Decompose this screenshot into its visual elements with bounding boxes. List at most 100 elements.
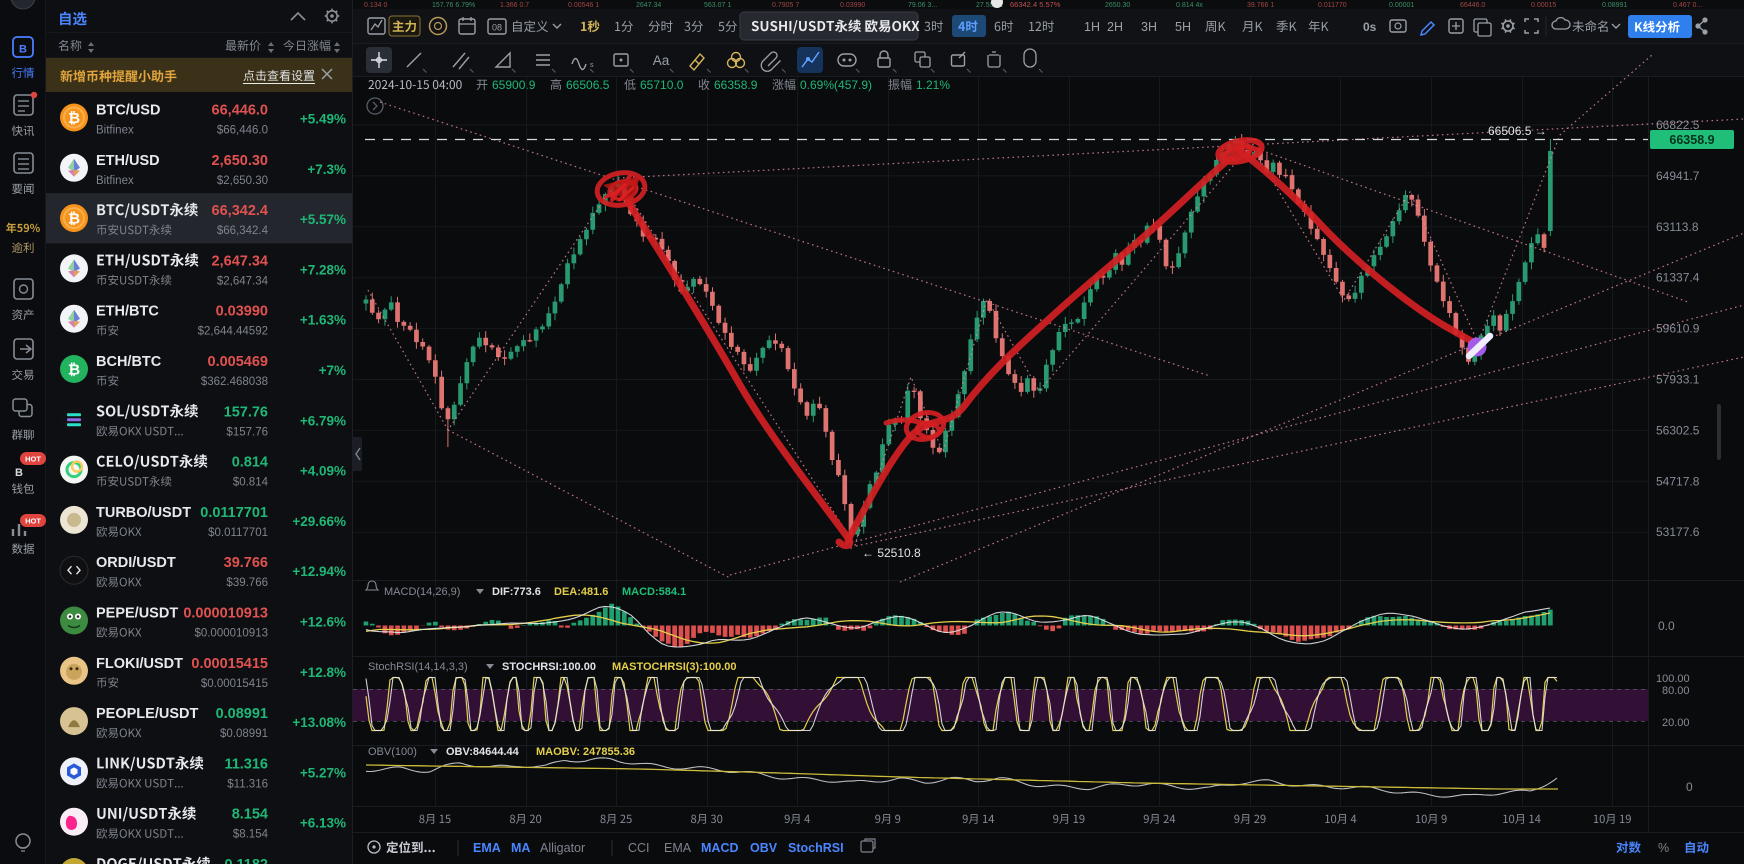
svg-text:79.06 3...: 79.06 3...: [908, 2, 937, 9]
svg-text:$8.154: $8.154: [233, 829, 269, 841]
svg-text:$2,650.30: $2,650.30: [217, 175, 268, 187]
svg-text:$2,647.34: $2,647.34: [217, 275, 269, 287]
svg-text:+12.8%: +12.8%: [300, 665, 346, 680]
svg-text:8.154: 8.154: [232, 807, 268, 823]
svg-text:StochRSI: StochRSI: [788, 841, 844, 855]
svg-text:+7.28%: +7.28%: [300, 262, 346, 277]
svg-text:PEOPLE/USDT: PEOPLE/USDT: [96, 706, 198, 722]
svg-text:ETH/USD: ETH/USD: [96, 153, 160, 169]
svg-text:CCI: CCI: [628, 841, 650, 855]
svg-text:STOCHRSI:100.00: STOCHRSI:100.00: [502, 661, 596, 673]
svg-text:OBV(100): OBV(100): [368, 746, 417, 758]
svg-text:₿: ₿: [68, 211, 80, 228]
svg-text:57933.1: 57933.1: [1656, 373, 1700, 387]
svg-text:0.814: 0.814: [232, 455, 268, 471]
svg-text:+7%: +7%: [319, 363, 346, 378]
svg-text:← 52510.8: ← 52510.8: [862, 546, 921, 560]
svg-text:54717.8: 54717.8: [1656, 474, 1700, 488]
svg-text:80.00: 80.00: [1662, 685, 1690, 697]
svg-text:0.467 0...: 0.467 0...: [1673, 2, 1702, 9]
svg-text:0.011770: 0.011770: [1318, 2, 1347, 9]
svg-text:100.00: 100.00: [1656, 673, 1690, 685]
svg-text:+5.49%: +5.49%: [300, 112, 346, 127]
svg-text:OBV:84644.44: OBV:84644.44: [446, 746, 520, 758]
svg-text:BCH/BTC: BCH/BTC: [96, 354, 162, 370]
svg-text:2,650.30: 2,650.30: [212, 153, 268, 169]
svg-text:₿: ₿: [68, 362, 80, 379]
svg-text:20.00: 20.00: [1662, 717, 1690, 729]
svg-text:563.07 1: 563.07 1: [704, 2, 731, 9]
svg-text:+7.3%: +7.3%: [307, 162, 346, 177]
svg-text:0.7905 7: 0.7905 7: [772, 2, 799, 9]
svg-text:OBV: OBV: [750, 841, 778, 855]
svg-text:0.03990: 0.03990: [840, 2, 865, 9]
svg-text:56302.5: 56302.5: [1656, 423, 1700, 437]
svg-text:0.0: 0.0: [1658, 619, 1675, 633]
svg-text:5H: 5H: [1175, 20, 1191, 34]
svg-text:$11.316: $11.316: [227, 778, 268, 790]
svg-text:157.76 6.79%: 157.76 6.79%: [432, 2, 475, 9]
svg-text:HOT: HOT: [25, 455, 41, 464]
svg-text:DIF:773.6: DIF:773.6: [492, 586, 541, 598]
svg-text:3H: 3H: [1141, 20, 1157, 34]
svg-text:66506.5 →: 66506.5 →: [1488, 124, 1547, 138]
svg-text:StochRSI(14,14,3,3): StochRSI(14,14,3,3): [368, 661, 468, 673]
svg-text:Aa: Aa: [653, 53, 670, 68]
svg-text:%: %: [1658, 841, 1669, 855]
svg-text:0.005469: 0.005469: [208, 354, 268, 370]
svg-text:0.00001: 0.00001: [1389, 2, 1414, 9]
svg-text:₿: ₿: [68, 110, 80, 127]
svg-text:2,647.34: 2,647.34: [212, 253, 268, 269]
svg-text:$0.0117701: $0.0117701: [208, 527, 268, 539]
svg-text:0.03990: 0.03990: [216, 304, 268, 320]
svg-text:ETH/BTC: ETH/BTC: [96, 304, 159, 320]
svg-text:39.766 1: 39.766 1: [1247, 2, 1274, 9]
svg-text:1.366 0.7: 1.366 0.7: [500, 2, 529, 9]
svg-text:PEPE/USDT: PEPE/USDT: [96, 606, 178, 622]
svg-text:0.00546 1: 0.00546 1: [568, 2, 599, 9]
svg-text:$0.00015415: $0.00015415: [201, 678, 268, 690]
svg-text:27.552 1: 27.552 1: [976, 2, 1003, 9]
svg-text:59610.9: 59610.9: [1656, 322, 1700, 336]
svg-text:Bitfinex: Bitfinex: [96, 175, 134, 187]
svg-text:0.00015415: 0.00015415: [191, 656, 268, 672]
svg-text:66342.4 5.57%: 66342.4 5.57%: [1010, 0, 1061, 9]
svg-text:2H: 2H: [1107, 20, 1123, 34]
svg-text:$0.814: $0.814: [233, 477, 269, 489]
svg-text:08: 08: [492, 23, 502, 33]
svg-text:65710.0: 65710.0: [640, 78, 684, 92]
svg-text:HOT: HOT: [25, 517, 41, 526]
svg-text:+5.27%: +5.27%: [300, 765, 346, 780]
svg-text:+4.09%: +4.09%: [300, 464, 346, 479]
svg-text:BTC/USD: BTC/USD: [96, 103, 160, 119]
svg-text:11.316: 11.316: [224, 756, 268, 772]
svg-text:66358.9: 66358.9: [714, 78, 758, 92]
svg-text:53177.6: 53177.6: [1656, 525, 1700, 539]
svg-text:TURBO/USDT: TURBO/USDT: [96, 505, 191, 521]
svg-text:1.21%: 1.21%: [916, 78, 950, 92]
svg-text:MASTOCHRSI(3):100.00: MASTOCHRSI(3):100.00: [612, 661, 737, 673]
svg-text:B: B: [15, 467, 23, 479]
svg-text:0.814 4x: 0.814 4x: [1176, 2, 1203, 9]
svg-text:MACD: MACD: [701, 841, 739, 855]
svg-text:66,446.0: 66,446.0: [212, 103, 268, 119]
svg-text:MA: MA: [511, 841, 530, 855]
svg-text:0.1182: 0.1182: [224, 857, 268, 864]
svg-text:ORDI/USDT: ORDI/USDT: [96, 555, 176, 571]
svg-text:MAOBV: 247855.36: MAOBV: 247855.36: [536, 746, 635, 758]
svg-text:$39.766: $39.766: [226, 577, 268, 589]
svg-text:2647.34: 2647.34: [636, 2, 661, 9]
svg-text:0s: 0s: [1363, 20, 1377, 34]
svg-text:0.0117701: 0.0117701: [200, 505, 268, 521]
svg-text:$157.76: $157.76: [226, 426, 268, 438]
svg-text:0.000010913: 0.000010913: [183, 606, 268, 622]
svg-text:MACD(14,26,9): MACD(14,26,9): [384, 586, 460, 598]
svg-text:1H: 1H: [1084, 20, 1100, 34]
svg-text:EMA: EMA: [664, 841, 692, 855]
svg-text:39.766: 39.766: [224, 555, 268, 571]
svg-text:Alligator: Alligator: [540, 841, 585, 855]
svg-text:$0.08991: $0.08991: [220, 728, 268, 740]
svg-text:66822.5: 66822.5: [1656, 118, 1700, 132]
svg-text:+29.66%: +29.66%: [292, 514, 346, 529]
svg-text:+6.13%: +6.13%: [300, 816, 346, 831]
